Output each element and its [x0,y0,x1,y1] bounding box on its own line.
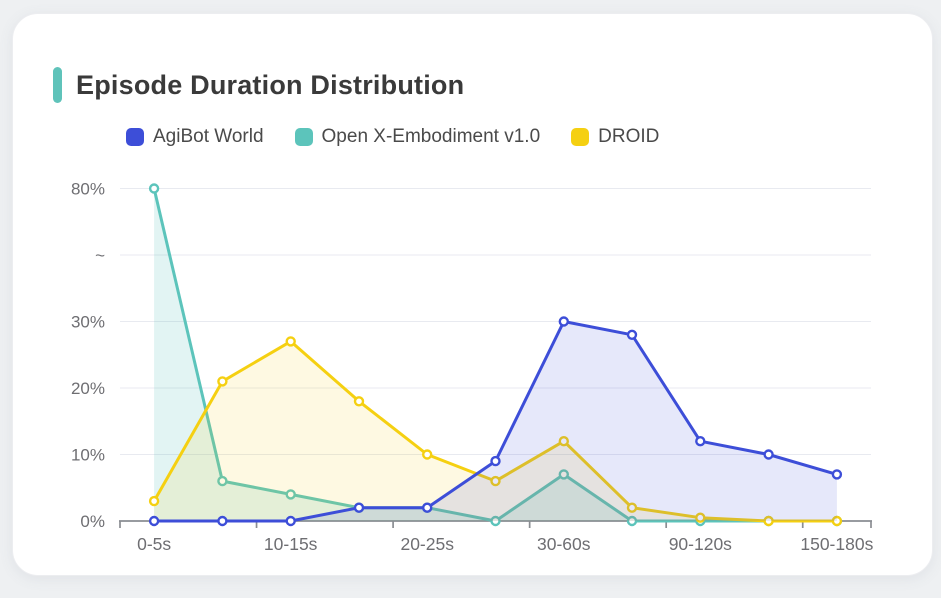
data-point-droid[interactable] [558,436,569,447]
data-point-agibot-world[interactable] [490,455,501,467]
data-point-agibot-world[interactable] [558,316,569,327]
x-axis-label: 0-5s [137,534,171,554]
chart-title: Episode Duration Distribution [76,69,465,100]
data-point-droid[interactable] [353,396,365,407]
y-axis-label: 10% [71,446,105,465]
data-point-agibot-world[interactable] [148,515,160,527]
legend-swatch-agibot-world [126,128,144,146]
data-point-droid[interactable] [695,512,706,523]
x-axis-label: 20-25s [400,534,454,554]
data-point-open-x-embodiment-v1-0[interactable] [558,469,569,480]
x-axis-label: 30-60s [537,534,591,554]
legend-item-agibot-world[interactable]: AgiBot World [126,126,264,148]
x-axis-label: 10-15s [264,534,318,554]
data-point-open-x-embodiment-v1-0[interactable] [217,475,228,487]
data-point-droid[interactable] [148,495,160,507]
data-point-agibot-world[interactable] [422,502,433,513]
data-point-droid[interactable] [217,376,228,387]
series-area-agibot-world [154,321,837,521]
legend-swatch-droid [571,128,590,146]
data-point-droid[interactable] [763,515,774,527]
data-point-agibot-world[interactable] [217,515,228,527]
y-axis-label: 0% [80,512,105,531]
legend-item-open-x-embodiment[interactable]: Open X-Embodiment v1.0 [294,126,541,148]
chart-legend: AgiBot World Open X-Embodiment v1.0 DROI… [126,126,659,148]
data-point-droid[interactable] [626,502,638,513]
title-accent-bar [53,67,62,103]
y-axis-label: 30% [71,313,105,332]
x-axis-label: 90-120s [669,534,732,554]
legend-item-droid[interactable]: DROID [571,126,659,148]
data-point-agibot-world[interactable] [353,502,365,513]
data-point-open-x-embodiment-v1-0[interactable] [285,489,296,500]
data-point-open-x-embodiment-v1-0[interactable] [626,515,638,527]
data-point-agibot-world[interactable] [285,515,296,527]
legend-label-agibot-world: AgiBot World [153,126,264,147]
series-area-droid [154,341,837,521]
data-point-agibot-world[interactable] [626,329,638,340]
data-point-droid[interactable] [285,336,296,347]
data-point-droid[interactable] [422,449,433,460]
series-area-open-x-embodiment-v1-0 [154,188,837,521]
data-point-agibot-world[interactable] [831,469,843,480]
data-point-open-x-embodiment-v1-0[interactable] [490,515,501,527]
legend-label-open-x-embodiment: Open X-Embodiment v1.0 [321,126,541,147]
legend-label-droid: DROID [598,126,660,147]
y-axis-label: 20% [71,379,105,398]
y-axis-label: 80% [71,180,105,199]
data-point-open-x-embodiment-v1-0[interactable] [148,183,160,194]
data-point-agibot-world[interactable] [763,449,774,460]
x-axis-label: 150-180s [800,534,873,554]
chart-header: Episode Duration Distribution [53,67,464,103]
data-point-agibot-world[interactable] [695,436,706,447]
legend-swatch-open-x-embodiment [294,128,313,146]
data-point-droid[interactable] [831,515,843,527]
data-point-droid[interactable] [490,475,501,487]
y-axis-label: ~ [95,246,105,265]
